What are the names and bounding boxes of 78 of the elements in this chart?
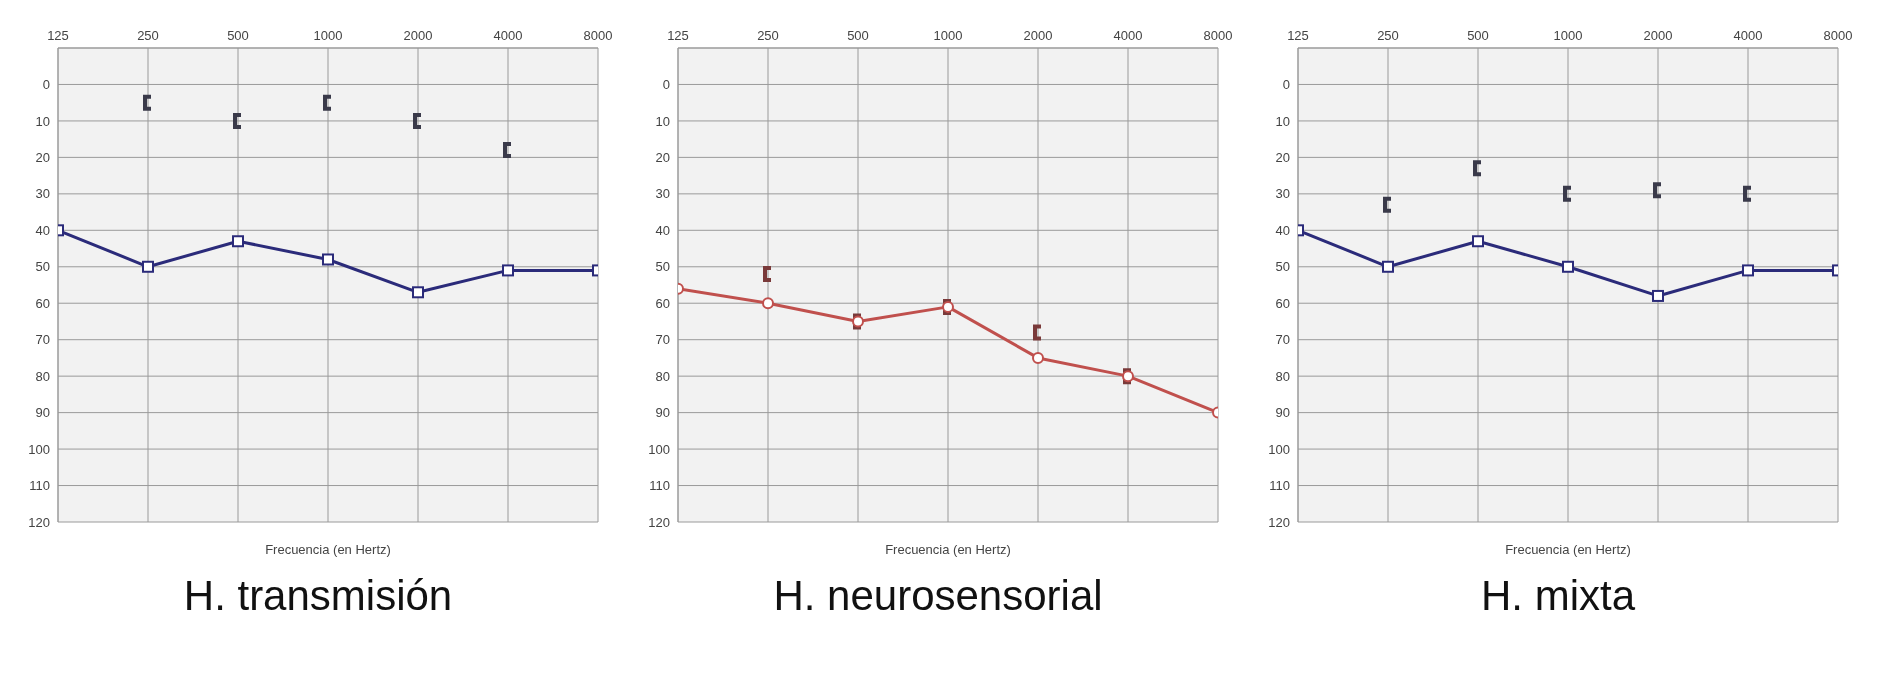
x-tick-label: 1000 xyxy=(313,28,343,43)
point xyxy=(762,297,774,310)
y-tick-label: 110 xyxy=(29,478,50,494)
point xyxy=(412,286,424,299)
y-tick-label: 90 xyxy=(655,405,670,421)
y-tick-label: 100 xyxy=(648,441,670,457)
y-tick-label: 110 xyxy=(649,478,670,494)
point xyxy=(1742,264,1754,277)
x-tick-label: 500 xyxy=(847,28,869,43)
y-tick-label: 100 xyxy=(28,441,50,457)
x-tick-label: 500 xyxy=(1467,28,1489,43)
y-tick-label: 30 xyxy=(1275,186,1290,202)
y-tick-label: 30 xyxy=(35,186,50,202)
x-tick-label: 125 xyxy=(47,28,69,43)
y-tick-label: 0 xyxy=(662,77,670,93)
x-tick-label: 125 xyxy=(1287,28,1309,43)
y-tick-label: 50 xyxy=(1275,259,1290,275)
y-tick-label: 20 xyxy=(1275,150,1290,165)
x-tick-label: 4000 xyxy=(1113,28,1143,43)
x-tick-label: 125 xyxy=(667,28,689,43)
point xyxy=(1472,235,1484,248)
x-tick-label: 2000 xyxy=(1023,28,1053,43)
y-tick-label: 10 xyxy=(1275,113,1290,129)
x-tick-label: 1000 xyxy=(1553,28,1583,43)
point xyxy=(322,253,334,266)
point xyxy=(1032,351,1044,364)
x-tick-label: 250 xyxy=(137,28,159,43)
y-tick-label: 120 xyxy=(648,514,670,530)
x-tick-label: 8000 xyxy=(1823,28,1853,43)
point xyxy=(142,260,154,273)
y-tick-label: 20 xyxy=(655,150,670,165)
y-tick-label: 100 xyxy=(1268,441,1290,457)
y-tick-label: 70 xyxy=(655,332,670,348)
y-tick-label: 50 xyxy=(655,259,670,275)
y-tick-label: 50 xyxy=(35,259,50,275)
y-tick-label: 30 xyxy=(655,186,670,202)
point xyxy=(1652,289,1664,302)
y-tick-label: 90 xyxy=(1275,405,1290,421)
y-tick-label: 60 xyxy=(35,295,50,311)
x-tick-label: 8000 xyxy=(1203,28,1233,43)
x-tick-label: 1000 xyxy=(933,28,963,43)
point xyxy=(1562,260,1574,273)
y-tick-label: 60 xyxy=(655,295,670,311)
x-tick-label: 500 xyxy=(227,28,249,43)
x-tick-label: 4000 xyxy=(493,28,523,43)
y-tick-label: 10 xyxy=(655,113,670,129)
x-tick-label: 2000 xyxy=(1643,28,1673,43)
y-tick-label: 90 xyxy=(35,405,50,421)
y-tick-label: 80 xyxy=(655,368,670,384)
y-tick-label: 40 xyxy=(1275,222,1290,238)
text: H. transmisión xyxy=(182,572,454,620)
x-tick-label: 4000 xyxy=(1733,28,1763,43)
y-tick-label: 70 xyxy=(35,332,50,348)
x-tick-label: 250 xyxy=(757,28,779,43)
y-tick-label: 0 xyxy=(42,77,50,93)
x-axis-title: Frecuencia (en Hertz) xyxy=(885,542,1011,557)
y-tick-label: 20 xyxy=(35,150,50,165)
x-tick-label: 250 xyxy=(1377,28,1399,43)
point xyxy=(1382,260,1394,273)
x-tick-label: 2000 xyxy=(403,28,433,43)
y-tick-label: 40 xyxy=(655,222,670,238)
y-tick-label: 10 xyxy=(35,113,50,129)
x-axis-title: Frecuencia (en Hertz) xyxy=(265,542,391,557)
y-tick-label: 120 xyxy=(1268,514,1290,530)
y-tick-label: 120 xyxy=(28,514,50,530)
y-tick-label: 40 xyxy=(35,222,50,238)
point xyxy=(232,235,244,248)
text: H. mixta xyxy=(1480,572,1636,620)
x-axis-title: Frecuencia (en Hertz) xyxy=(1505,542,1631,557)
y-tick-label: 80 xyxy=(35,368,50,384)
x-tick-label: 8000 xyxy=(583,28,613,43)
y-tick-label: 70 xyxy=(1275,332,1290,348)
y-tick-label: 60 xyxy=(1275,295,1290,311)
y-tick-label: 0 xyxy=(1282,77,1290,93)
y-tick-label: 110 xyxy=(1269,478,1290,494)
text: H. neurosensorial xyxy=(772,572,1104,620)
y-tick-label: 80 xyxy=(1275,368,1290,384)
point xyxy=(502,264,514,277)
